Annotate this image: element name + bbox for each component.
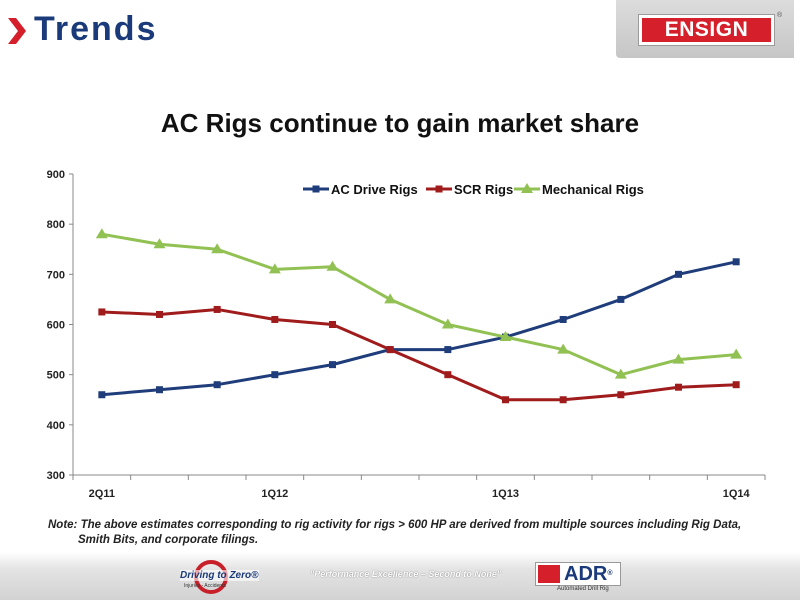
chevron-right-icon (8, 18, 26, 44)
legend-label: SCR Rigs (454, 182, 513, 197)
data-point (559, 315, 567, 323)
x-tick-label: 1Q13 (492, 488, 519, 500)
y-tick-label: 800 (47, 219, 65, 231)
data-point (386, 346, 394, 354)
data-point (326, 260, 339, 271)
data-point (617, 391, 625, 399)
data-point (95, 228, 108, 239)
y-tick-label: 700 (47, 269, 65, 281)
data-point (213, 305, 221, 313)
data-point (329, 361, 336, 369)
data-point (153, 238, 166, 249)
dtz-registered-mark: ® (251, 570, 259, 581)
adr-title: ADR (564, 563, 608, 585)
data-point (675, 383, 682, 391)
data-point (156, 310, 163, 318)
data-point (98, 308, 106, 316)
legend-marker (435, 185, 443, 193)
line-chart: 300 400 500 600 700 800 900 2Q11 1Q12 1Q13 1Q14 AC … (47, 169, 766, 500)
header: Trends ENSIGN ® (0, 0, 800, 60)
data-point (614, 368, 627, 379)
data-point (329, 321, 336, 328)
data-point (672, 353, 685, 364)
series-line-2 (101, 232, 737, 377)
adr-flag-icon (538, 565, 560, 583)
data-point (156, 386, 163, 394)
x-tick-label: 1Q14 (723, 488, 751, 500)
page-title: Trends (34, 10, 158, 48)
data-point (211, 243, 224, 254)
data-point (441, 318, 454, 329)
data-point (675, 270, 682, 278)
data-point (732, 258, 740, 266)
slogan: "Performance Excellence – Second to None… (310, 569, 502, 579)
series-line-0 (101, 260, 737, 397)
y-tick-label: 600 (47, 320, 65, 332)
data-point (499, 331, 512, 342)
driving-to-zero-logo: Driving to Zero® Injuries - Accidents (180, 560, 260, 596)
y-tick-label: 400 (47, 420, 65, 432)
adr-logo: ADR® Automated Drill Rig (535, 562, 621, 596)
data-point (98, 391, 106, 399)
data-point (271, 315, 279, 323)
driving-to-zero-title: Driving to Zero (180, 570, 252, 581)
data-point (557, 343, 570, 354)
series-line-1 (101, 307, 737, 402)
data-point (732, 381, 740, 389)
footnote: Note: The above estimates corresponding … (48, 518, 768, 548)
y-tick-label: 300 (47, 470, 65, 482)
ensign-logo-text: ENSIGN (642, 18, 771, 42)
driving-to-zero-subtitle: Injuries - Accidents (184, 583, 226, 589)
x-tick-label: 2Q11 (89, 488, 115, 500)
data-point (384, 293, 397, 304)
x-tick-label: 1Q12 (261, 488, 288, 500)
legend-label: Mechanical Rigs (542, 182, 644, 197)
data-point (730, 348, 743, 359)
legend-marker (521, 183, 533, 193)
footer: Driving to Zero® Injuries - Accidents "P… (0, 552, 800, 600)
footnote-line-1: Note: The above estimates corresponding … (48, 519, 742, 531)
y-tick-label: 500 (47, 370, 65, 382)
data-point (444, 346, 452, 354)
data-point (502, 396, 509, 404)
ensign-logo: ENSIGN ® (616, 0, 794, 58)
data-point (444, 371, 452, 379)
y-tick-label: 900 (47, 169, 65, 181)
adr-subtitle: Automated Drill Rig (557, 586, 609, 592)
legend-marker (312, 185, 320, 193)
adr-registered-mark: ® (607, 570, 613, 577)
data-point (559, 396, 567, 404)
legend-label: AC Drive Rigs (331, 182, 418, 197)
data-point (617, 295, 625, 303)
chart-title: AC Rigs continue to gain market share (160, 108, 640, 138)
data-point (271, 371, 279, 379)
logo-registered-mark: ® (777, 12, 783, 19)
data-point (268, 263, 281, 274)
footnote-line-2: Smith Bits, and corporate filings. (78, 534, 259, 546)
data-point (213, 381, 221, 389)
